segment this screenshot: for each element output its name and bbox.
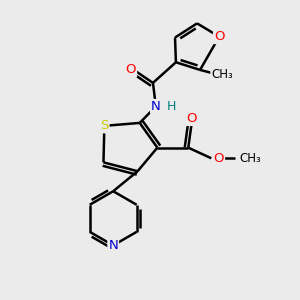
Text: H: H bbox=[167, 100, 176, 113]
Text: O: O bbox=[187, 112, 197, 125]
Text: O: O bbox=[214, 152, 224, 165]
Text: N: N bbox=[151, 100, 161, 113]
Text: N: N bbox=[108, 239, 118, 252]
Text: CH₃: CH₃ bbox=[211, 68, 233, 81]
Text: CH₃: CH₃ bbox=[240, 152, 262, 165]
Text: S: S bbox=[100, 119, 109, 132]
Text: O: O bbox=[126, 63, 136, 76]
Text: O: O bbox=[214, 30, 224, 43]
